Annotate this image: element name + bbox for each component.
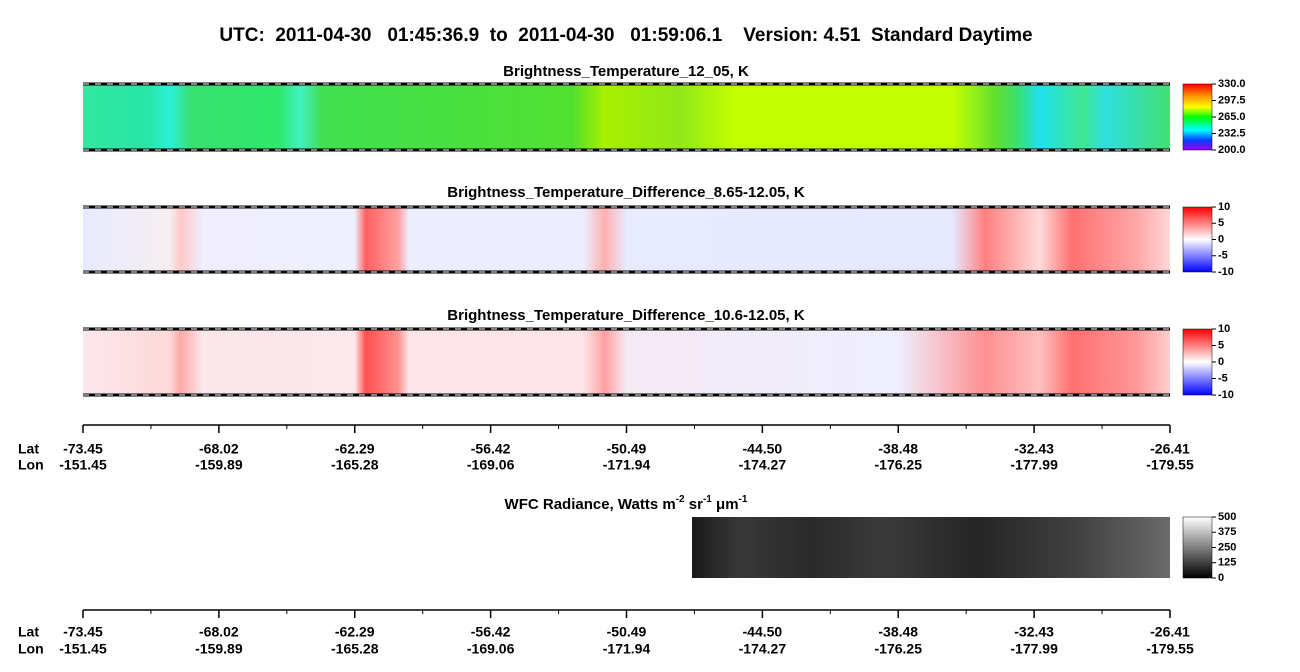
colorbar-label: 0 [1218,572,1224,584]
colorbar [1182,83,1213,151]
lat-value: -62.29 [335,624,375,640]
colorbar-label: 250 [1218,541,1236,553]
colorbar-label: -5 [1218,250,1228,262]
lon-value: -174.27 [739,641,787,657]
colorbar [1182,516,1213,579]
colorbar [1182,328,1213,396]
lon-value: -169.06 [467,641,515,657]
panel-title: Brightness_Temperature_Difference_10.6-1… [447,307,805,324]
lat-value: -73.45 [63,624,103,640]
lat-value: -73.45 [63,441,103,457]
colorbar [1182,206,1213,273]
lon-value: -159.89 [195,641,243,657]
lon-value: -159.89 [195,457,243,473]
colorbar-label: 375 [1218,526,1236,538]
lat-label: Lat [18,624,39,640]
colorbar-label: 200.0 [1218,144,1246,156]
lat-value: -32.43 [1014,624,1054,640]
lat-value: -44.50 [743,624,783,640]
lon-value: -151.45 [59,641,107,657]
title-part: -2 [676,494,685,505]
lon-value: -177.99 [1010,457,1058,473]
lon-value: -151.45 [59,457,107,473]
panel-title: Brightness_Temperature_12_05, K [503,63,749,80]
lon-value: -171.94 [603,457,651,473]
lon-value: -179.55 [1146,641,1194,657]
colorbar-label: -5 [1218,372,1228,384]
image-strip [83,207,1170,272]
colorbar-label: 500 [1218,511,1236,523]
lat-value: -26.41 [1150,441,1190,457]
title-part: μm [712,496,739,513]
colorbar-label: 5 [1218,217,1224,229]
lat-value: -56.42 [471,624,511,640]
panel-title: WFC Radiance, Watts m-2 sr-1 μm-1 [505,494,748,513]
image-strip [83,84,1170,150]
lat-value: -62.29 [335,441,375,457]
colorbar-label: 0 [1218,356,1224,368]
colorbar-label: 297.5 [1218,94,1246,106]
title-part: sr [685,496,704,513]
colorbar-label: 5 [1218,339,1224,351]
lat-value: -32.43 [1014,441,1054,457]
title-part: WFC Radiance, Watts m [505,496,676,513]
lat-value: -26.41 [1150,624,1190,640]
lon-value: -174.27 [739,457,787,473]
title-part: -1 [739,494,748,505]
colorbar-label: -10 [1218,266,1234,278]
colorbar-label: 125 [1218,557,1236,569]
lon-value: -177.99 [1010,641,1058,657]
lon-label: Lon [18,641,44,657]
lat-value: -44.50 [743,441,783,457]
lon-value: -176.25 [875,457,923,473]
lon-value: -176.25 [875,641,923,657]
colorbar-label: 10 [1218,201,1230,213]
lon-value: -165.28 [331,641,379,657]
colorbar-label: 265.0 [1218,111,1246,123]
lat-value: -38.48 [878,441,918,457]
lat-value: -68.02 [199,441,239,457]
colorbar-label: 10 [1218,323,1230,335]
title-part: -1 [703,494,712,505]
lon-value: -171.94 [603,641,651,657]
image-strip [692,517,1170,578]
lon-value: -179.55 [1146,457,1194,473]
colorbar-label: 330.0 [1218,78,1246,90]
colorbar-label: -10 [1218,389,1234,401]
page-title: UTC: 2011-04-30 01:45:36.9 to 2011-04-30… [219,25,1032,46]
lon-value: -165.28 [331,457,379,473]
image-strip [83,329,1170,395]
colorbar-label: 0 [1218,233,1224,245]
lat-label: Lat [18,441,39,457]
colorbar-label: 232.5 [1218,127,1246,139]
lat-value: -50.49 [607,441,647,457]
lon-label: Lon [18,457,44,473]
panel-title: Brightness_Temperature_Difference_8.65-1… [447,184,805,201]
lat-value: -50.49 [607,624,647,640]
lat-value: -38.48 [878,624,918,640]
lon-value: -169.06 [467,457,515,473]
lat-value: -56.42 [471,441,511,457]
lat-value: -68.02 [199,624,239,640]
